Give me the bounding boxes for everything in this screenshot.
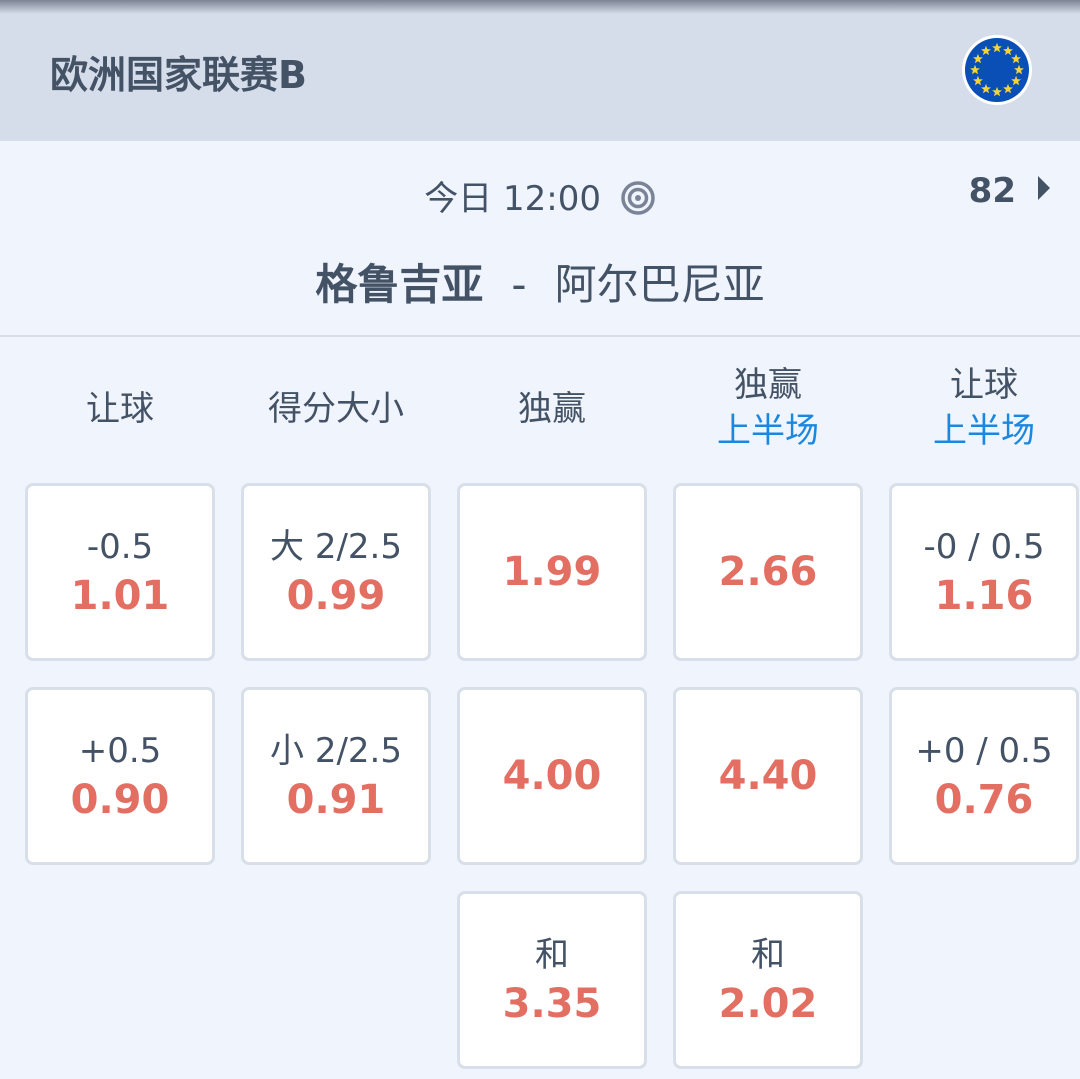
column-title: 独赢 [518,389,586,429]
odds-value: 0.99 [286,573,386,619]
star-icon [973,75,983,86]
odds-button[interactable]: 大 2/2.5 0.99 [241,483,431,661]
star-icon [970,64,980,75]
odds-button[interactable]: 1.99 [457,483,647,661]
star-icon [992,42,1002,53]
star-icon [1003,45,1013,56]
teams: 格鲁吉亚 - 阿尔巴尼亚 [0,251,1080,312]
odds-button[interactable]: -0 / 0.5 1.16 [889,483,1079,661]
odds-value: 1.01 [70,573,170,619]
odds-line: 小 2/2.5 [270,731,402,771]
odds-value: 2.02 [718,981,818,1027]
more-markets-button[interactable]: 82 [969,171,1050,211]
odds-button[interactable]: 和 3.35 [457,891,647,1069]
column-header: 让球 [25,386,215,432]
odds-button[interactable]: +0.5 0.90 [25,687,215,865]
star-icon [1014,64,1024,75]
column-title: 得分大小 [268,389,404,429]
odds-line: -0.5 [86,527,154,567]
odds-value: 0.91 [286,777,386,823]
market-count: 82 [968,171,1016,211]
column-title: 独赢 [734,365,802,405]
team-separator: - [511,260,527,309]
away-team: 阿尔巴尼亚 [554,260,765,309]
chevron-right-icon [1038,176,1050,200]
match-time: 今日 12:00 [424,179,601,219]
column-header: 得分大小 [241,386,431,432]
column-header: 独赢 [457,386,647,432]
home-team: 格鲁吉亚 [315,260,484,309]
status-shadow [0,0,1080,14]
odds-button[interactable]: 和 2.02 [673,891,863,1069]
odds-button[interactable]: -0.5 1.01 [25,483,215,661]
odds-line: 大 2/2.5 [270,527,402,567]
odds-line: -0 / 0.5 [923,527,1045,567]
odds-line: 和 [751,935,785,975]
match-info[interactable]: 今日 12:00 82 格鲁吉亚 - 阿尔巴尼亚 [0,141,1080,337]
odds-button[interactable]: 4.00 [457,687,647,865]
column-title: 让球 [86,389,154,429]
eu-flag-icon [962,35,1032,105]
odds-line: +0 / 0.5 [915,731,1053,771]
column-header: 让球 上半场 [889,362,1079,454]
star-icon [1011,53,1021,64]
odds-value: 4.40 [718,753,818,799]
column-subtitle: 上半场 [933,411,1035,451]
odds-line: 和 [535,935,569,975]
match-time-row: 今日 12:00 [0,171,1080,220]
star-icon [981,45,991,56]
league-header: 欧洲国家联赛B [0,0,1080,141]
odds-line: +0.5 [78,731,162,771]
odds-button[interactable]: 小 2/2.5 0.91 [241,687,431,865]
column-subtitle: 上半场 [717,411,819,451]
broadcast-ring-icon [621,181,655,215]
league-title: 欧洲国家联赛B [50,53,307,97]
odds-button[interactable]: 2.66 [673,483,863,661]
odds-value: 4.00 [502,753,602,799]
odds-button[interactable]: +0 / 0.5 0.76 [889,687,1079,865]
odds-value: 0.76 [934,777,1034,823]
odds-value: 3.35 [502,981,602,1027]
odds-button[interactable]: 4.40 [673,687,863,865]
column-title: 让球 [950,365,1018,405]
odds-value: 1.99 [502,549,602,595]
odds-value: 1.16 [934,573,1034,619]
odds-value: 0.90 [70,777,170,823]
star-icon [981,83,991,94]
odds-value: 2.66 [718,549,818,595]
star-icon [992,86,1002,97]
column-header: 独赢 上半场 [673,362,863,454]
star-icon [973,53,983,64]
star-icon [1003,83,1013,94]
star-icon [1011,75,1021,86]
